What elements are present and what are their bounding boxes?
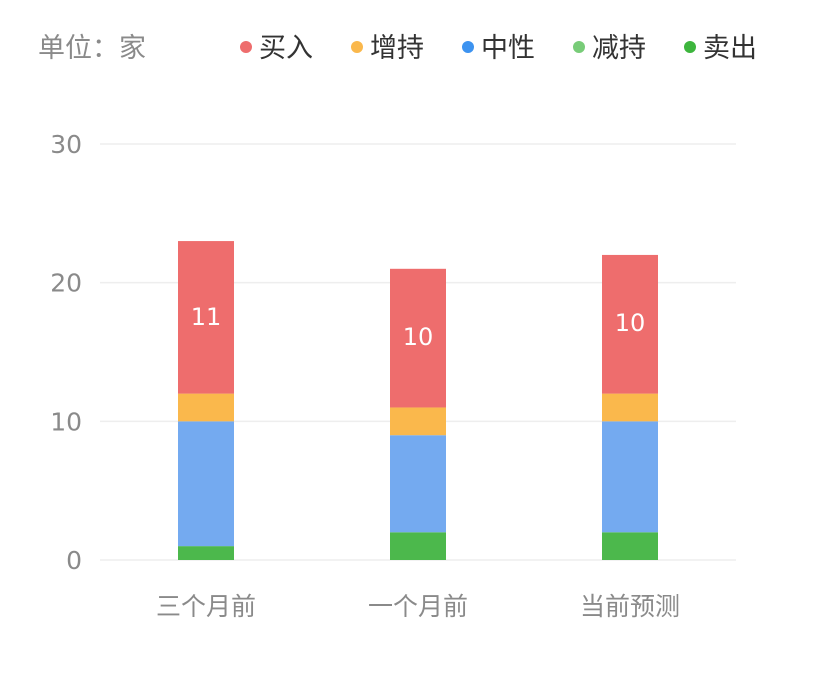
legend-dot-icon <box>240 41 252 53</box>
bar-segment-neutral-2 <box>602 421 658 533</box>
y-tick-label: 0 <box>66 546 82 575</box>
bar-segment-buy-2 <box>602 254 658 394</box>
data-label-buy-0: 11 <box>191 303 222 331</box>
legend-label: 增持 <box>370 33 424 64</box>
legend-item-neutral: 中性 <box>462 33 535 64</box>
bar-segment-overweight-0 <box>178 393 234 422</box>
bar-segment-sell-1 <box>390 532 446 560</box>
legend-dot-icon <box>462 41 474 53</box>
x-category-label: 当前预测 <box>580 592 680 621</box>
bar-segment-neutral-0 <box>178 421 234 547</box>
x-axis: 三个月前 一个月前 当前预测 <box>156 592 680 621</box>
x-category-label: 三个月前 <box>156 592 256 621</box>
legend-dot-icon <box>573 41 585 53</box>
legend-item-reduce: 减持 <box>573 33 646 64</box>
bar-segment-overweight-1 <box>390 407 446 436</box>
legend-dot-icon <box>351 41 363 53</box>
unit-label: 单位：家 <box>38 33 146 64</box>
data-labels: 11 10 10 <box>191 303 646 351</box>
legend-item-overweight: 增持 <box>351 33 424 64</box>
bar-segment-buy-0 <box>178 241 234 394</box>
data-label-buy-2: 10 <box>615 309 646 337</box>
bar-segment-overweight-2 <box>602 393 658 422</box>
bars <box>178 241 658 560</box>
legend-label: 减持 <box>592 33 646 64</box>
legend-label: 买入 <box>259 33 313 64</box>
data-label-buy-1: 10 <box>403 323 434 351</box>
legend-item-buy: 买入 <box>240 33 313 64</box>
legend: 买入 增持 中性 减持 卖出 <box>240 33 757 64</box>
y-tick-label: 10 <box>50 407 82 436</box>
bar-segment-sell-2 <box>602 532 658 560</box>
y-axis: 0 10 20 30 <box>50 130 82 575</box>
legend-dot-icon <box>684 41 696 53</box>
x-category-label: 一个月前 <box>368 592 468 621</box>
legend-item-sell: 卖出 <box>684 33 757 64</box>
bar-segment-sell-0 <box>178 546 234 560</box>
bar-segment-neutral-1 <box>390 435 446 533</box>
bar-segment-buy-1 <box>390 268 446 408</box>
legend-label: 中性 <box>481 33 535 64</box>
y-tick-label: 20 <box>50 269 82 298</box>
legend-label: 卖出 <box>703 33 757 64</box>
y-tick-label: 30 <box>50 130 82 159</box>
